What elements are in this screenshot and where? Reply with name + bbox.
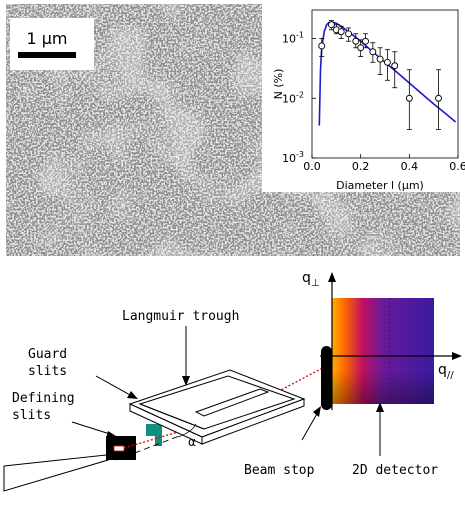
label-arrowheads — [106, 376, 384, 439]
guard-slits-label-line1: Guard — [28, 347, 67, 362]
data-point — [376, 55, 384, 63]
x-tick-label: 0.4 — [401, 160, 419, 173]
plot-frame — [311, 9, 459, 159]
x-tick-label: 0.0 — [303, 160, 321, 173]
guard-slits — [146, 424, 162, 446]
scale-bar-label: 1 µm — [26, 29, 67, 48]
y-tick-label: 10 — [282, 152, 296, 165]
label-arrows — [71, 326, 381, 456]
data-point — [383, 58, 391, 66]
data-point — [318, 42, 326, 50]
y-tick-label: 10 — [282, 92, 296, 105]
data-point — [405, 94, 413, 102]
langmuir-trough-label: Langmuir trough — [122, 309, 239, 324]
x-tick-label: 0.6 — [449, 160, 465, 173]
detector-label: 2D detector — [352, 463, 438, 478]
q-par-label: q// — [438, 362, 454, 381]
langmuir-trough — [128, 369, 306, 445]
guard-slits-label-line2: slits — [28, 364, 67, 379]
y-tick-label: 10 — [282, 33, 296, 46]
y-axis: 10-310-210-1 — [282, 31, 316, 165]
scale-bar — [18, 52, 76, 58]
x-tick-label: 0.2 — [352, 160, 370, 173]
x-axis-label: Diameter l (µm) — [336, 179, 424, 192]
data-point — [337, 28, 345, 36]
data-point — [357, 44, 365, 52]
q-perp-label: q⊥ — [302, 270, 320, 289]
y-tick-exponent: -1 — [296, 31, 304, 40]
data-point — [345, 30, 352, 38]
data-point — [352, 37, 360, 45]
y-axis-label: N (%) — [272, 69, 285, 100]
data-point — [362, 37, 369, 45]
y-tick-exponent: -3 — [296, 150, 304, 159]
data-point — [328, 21, 335, 29]
inset-chart: 10-310-210-1 0.0 0.2 0.4 0.6 N (%) Diameter… — [262, 4, 465, 192]
scale-bar-box: 1 µm — [10, 18, 94, 70]
y-tick-exponent: -2 — [296, 90, 304, 99]
data-point — [369, 48, 377, 56]
incident-beam-tube — [3, 454, 109, 492]
reflected-beam — [231, 363, 331, 417]
setup-schematic — [3, 272, 462, 492]
2d-detector — [332, 298, 434, 404]
data-point — [435, 94, 442, 102]
x-axis: 0.0 0.2 0.4 0.6 — [303, 154, 465, 173]
beam-stop-label: Beam stop — [244, 463, 315, 478]
beam-stop — [321, 346, 332, 410]
defining-slits-label-line2: slits — [12, 408, 51, 423]
data-points — [318, 20, 442, 130]
defining-slits-label-line1: Defining — [12, 391, 75, 406]
alpha-label: α — [188, 435, 196, 449]
data-point — [391, 62, 399, 70]
